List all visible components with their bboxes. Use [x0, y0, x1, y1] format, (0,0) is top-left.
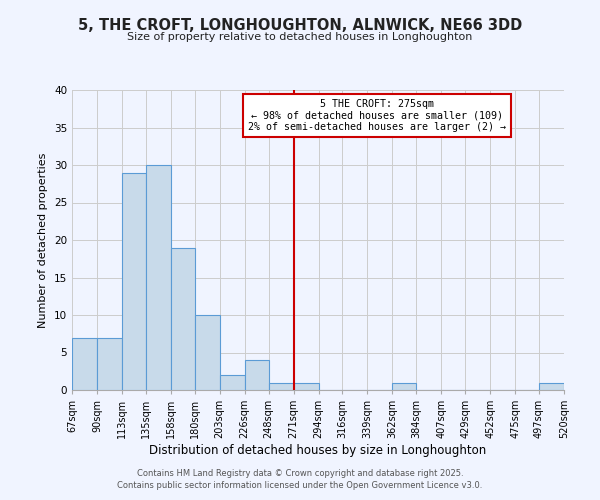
- Text: Size of property relative to detached houses in Longhoughton: Size of property relative to detached ho…: [127, 32, 473, 42]
- Text: 5 THE CROFT: 275sqm
← 98% of detached houses are smaller (109)
2% of semi-detach: 5 THE CROFT: 275sqm ← 98% of detached ho…: [248, 99, 506, 132]
- Bar: [122, 172, 146, 390]
- Bar: [171, 248, 195, 390]
- Bar: [97, 338, 122, 390]
- Text: Contains HM Land Registry data © Crown copyright and database right 2025.: Contains HM Land Registry data © Crown c…: [137, 468, 463, 477]
- Bar: [245, 360, 269, 390]
- Y-axis label: Number of detached properties: Number of detached properties: [38, 152, 49, 328]
- Bar: [539, 382, 564, 390]
- Bar: [146, 165, 171, 390]
- X-axis label: Distribution of detached houses by size in Longhoughton: Distribution of detached houses by size …: [149, 444, 487, 457]
- Bar: [220, 375, 245, 390]
- Text: Contains public sector information licensed under the Open Government Licence v3: Contains public sector information licen…: [118, 481, 482, 490]
- Bar: [392, 382, 416, 390]
- Bar: [293, 382, 319, 390]
- Bar: [72, 338, 97, 390]
- Text: 5, THE CROFT, LONGHOUGHTON, ALNWICK, NE66 3DD: 5, THE CROFT, LONGHOUGHTON, ALNWICK, NE6…: [78, 18, 522, 32]
- Bar: [195, 315, 220, 390]
- Bar: [269, 382, 293, 390]
